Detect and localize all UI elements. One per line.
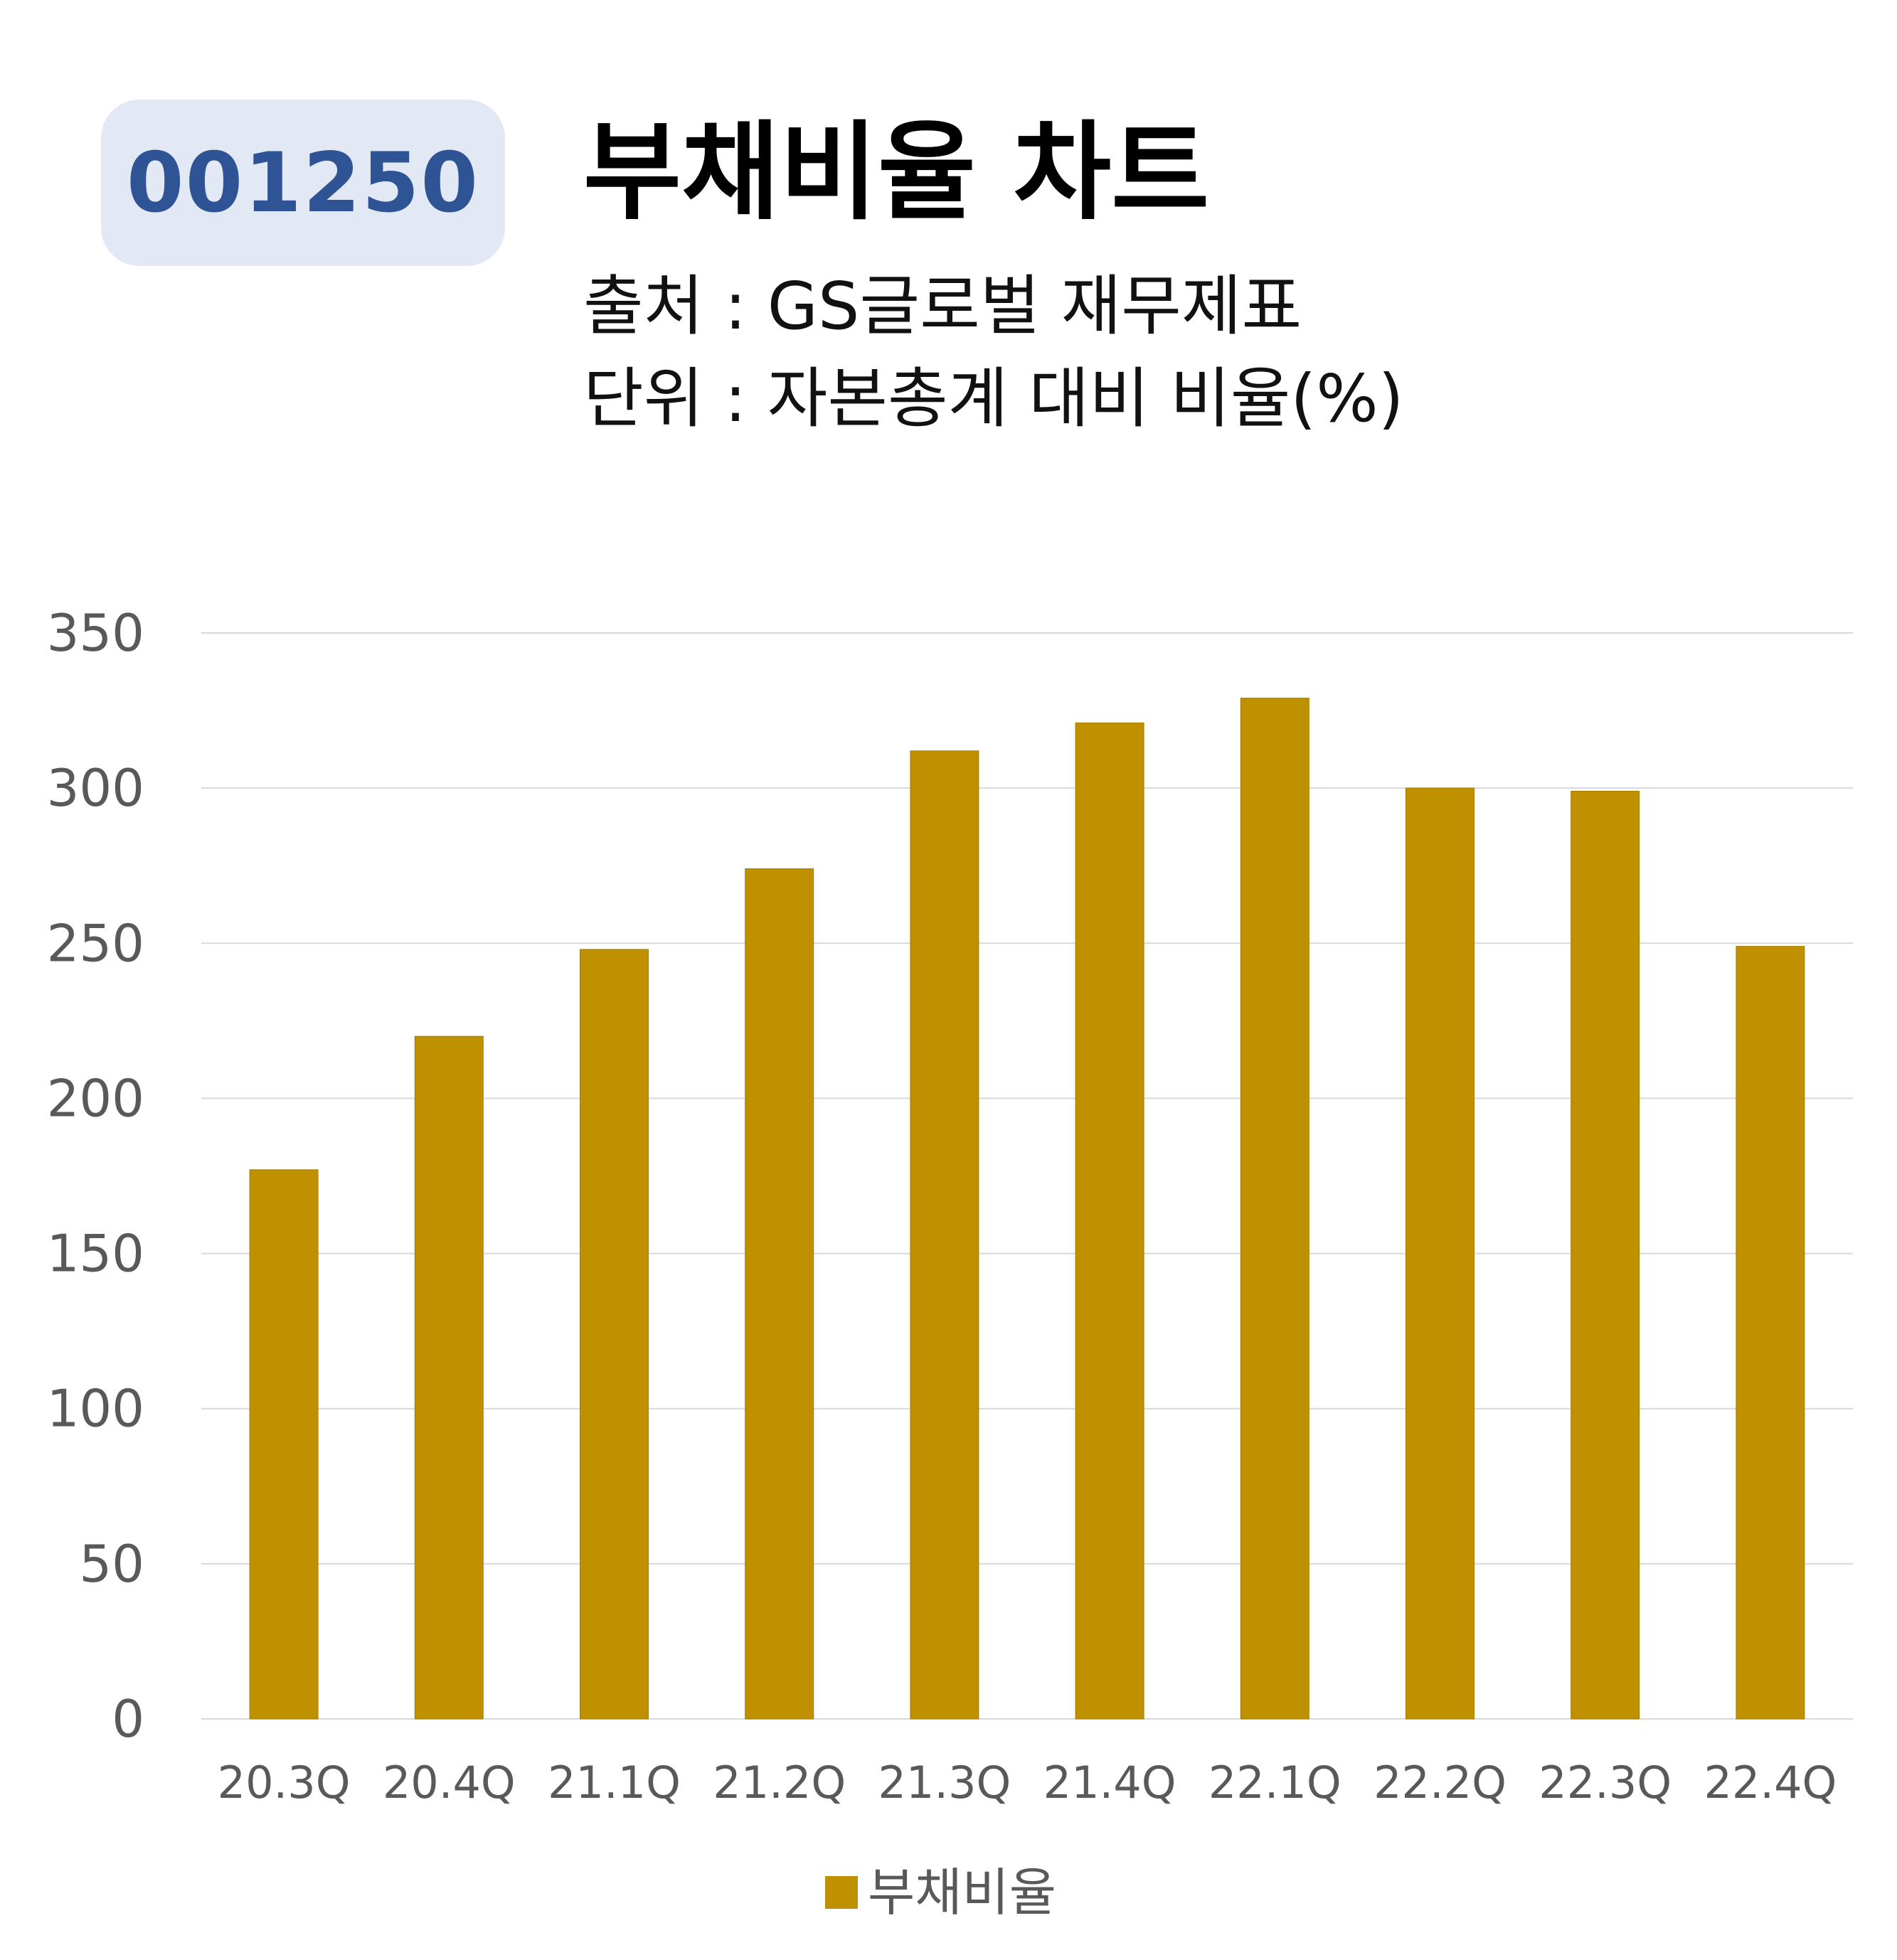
y-tick-label: 0: [112, 1689, 144, 1749]
y-tick-label: 350: [47, 603, 144, 663]
stock-code-badge: 001250: [101, 100, 505, 266]
y-tick-label: 150: [47, 1224, 144, 1284]
x-tick-label: 21.2Q: [713, 1757, 846, 1809]
chart-title: 부채비율 차트: [583, 111, 1210, 235]
y-tick-label: 250: [47, 913, 144, 973]
unit-text: 단위 : 자본총계 대비 비율(%): [583, 361, 1404, 437]
x-tick-label: 20.3Q: [218, 1757, 351, 1809]
legend: 부채비율: [825, 1867, 1056, 1918]
bar: [249, 1169, 319, 1720]
bar: [910, 750, 979, 1720]
x-tick-label: 22.1Q: [1208, 1757, 1341, 1809]
x-tick-label: 21.4Q: [1043, 1757, 1176, 1809]
stock-code: 001250: [126, 134, 480, 231]
y-tick-label: 300: [47, 758, 144, 818]
x-tick-label: 21.1Q: [548, 1757, 681, 1809]
x-tick-label: 20.4Q: [383, 1757, 516, 1809]
y-tick-label: 100: [47, 1379, 144, 1439]
bar: [1571, 791, 1640, 1720]
x-tick-label: 21.3Q: [878, 1757, 1011, 1809]
x-tick-label: 22.4Q: [1704, 1757, 1837, 1809]
legend-label: 부채비율: [868, 1863, 1056, 1922]
x-tick-label: 22.2Q: [1373, 1757, 1507, 1809]
x-tick-label: 22.3Q: [1539, 1757, 1672, 1809]
bar: [414, 1035, 484, 1720]
y-tick-label: 200: [47, 1068, 144, 1128]
legend-swatch: [825, 1876, 858, 1909]
y-tick-label: 50: [79, 1534, 144, 1594]
bar: [580, 949, 649, 1720]
bar: [1240, 698, 1309, 1720]
bar: [1736, 946, 1805, 1720]
bar: [745, 868, 814, 1720]
bar: [1406, 787, 1474, 1720]
bar: [1075, 723, 1144, 1720]
source-text: 출처 : GS글로벌 재무제표: [583, 268, 1302, 344]
